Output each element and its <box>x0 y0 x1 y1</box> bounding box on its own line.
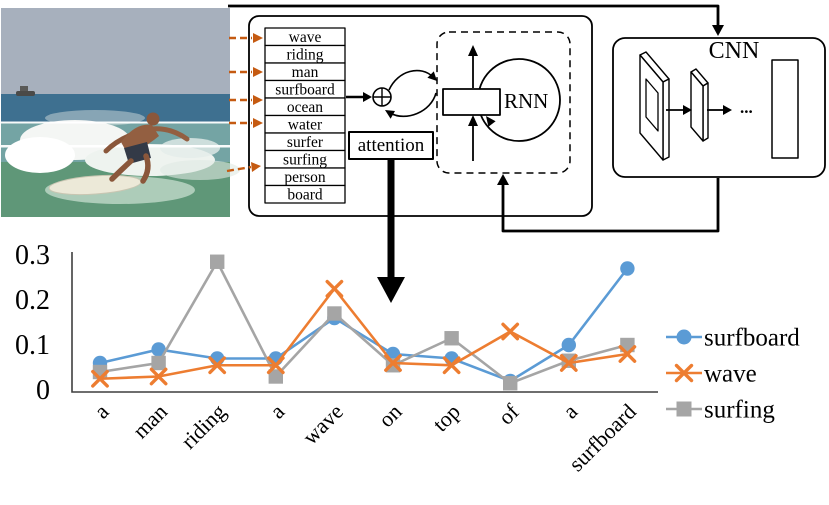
x-tick-label: a <box>558 399 583 424</box>
word-label: person <box>284 169 326 186</box>
cnn-label: CNN <box>709 38 760 64</box>
cnn-box <box>612 37 826 178</box>
attention-loop <box>385 69 437 119</box>
series-line <box>99 259 628 385</box>
attention-label: attention <box>358 135 425 156</box>
x-tick-label: wave <box>297 399 348 450</box>
photo-sky <box>1 8 230 94</box>
marker-x <box>384 354 402 372</box>
architecture-diagram: waveridingmansurfboardoceanwatersurfersu… <box>226 4 826 303</box>
surfer <box>48 112 190 196</box>
y-tick-label: 0.1 <box>15 330 50 361</box>
chart-legend: surfboard wave surfing <box>666 325 800 424</box>
cnn-to-rnn-arrowhead <box>497 174 509 185</box>
word-cell <box>264 184 346 204</box>
word-label: surfboard <box>275 81 335 98</box>
marker-x <box>501 322 520 341</box>
cnn-conv-layer-large <box>639 51 670 161</box>
legend-item-wave: wave <box>666 361 757 388</box>
marker-x <box>149 367 168 386</box>
marker-x <box>674 363 694 383</box>
x-tick-label: man <box>128 399 172 443</box>
marker-circle <box>676 329 692 345</box>
x-tick-label: a <box>89 399 114 424</box>
marker-x <box>559 354 578 372</box>
plus-circle-icon <box>372 87 392 107</box>
image-to-cnn-connector <box>228 4 720 27</box>
decoder-outer-box <box>248 15 593 217</box>
word-label: wave <box>289 29 322 46</box>
word-label: surfer <box>287 134 324 151</box>
y-tick-label: 0.3 <box>15 240 50 271</box>
y-axis-tick-labels: 0 0.1 0.2 0.3 <box>15 240 50 406</box>
legend-item-surfboard: surfboard <box>666 325 800 352</box>
marker-circle <box>561 337 576 353</box>
word-label: riding <box>286 46 323 63</box>
chart-series-layer <box>91 254 637 391</box>
marker-circle <box>620 261 635 276</box>
surfer-photo <box>1 8 240 217</box>
image-to-cnn-arrowhead <box>712 25 724 36</box>
word-label: man <box>292 64 319 81</box>
marker-x <box>208 356 227 375</box>
marker-x <box>618 345 637 363</box>
marker-x <box>442 356 461 375</box>
series-line <box>99 286 628 381</box>
photo-region-line-1 <box>1 121 230 124</box>
chart-axes <box>71 252 658 393</box>
word-label: water <box>288 116 323 133</box>
x-tick-label: a <box>265 399 290 424</box>
marker-square <box>268 369 283 384</box>
marker-x <box>325 279 344 298</box>
attribute-arrows <box>226 33 263 173</box>
attention-box <box>348 131 434 160</box>
x-tick-label: of <box>493 398 524 429</box>
photo-region-line-2 <box>1 145 230 148</box>
x-tick-label: top <box>428 399 466 437</box>
boat <box>16 86 35 96</box>
series-wave <box>91 279 637 388</box>
rnn-cell-box <box>442 88 501 116</box>
x-tick-label: riding <box>176 399 231 454</box>
cnn-to-rnn-connector <box>501 178 720 233</box>
word-label: board <box>287 186 323 203</box>
marker-square <box>503 376 518 391</box>
legend-label: wave <box>704 361 757 388</box>
word-label: surfing <box>283 151 327 168</box>
marker-x <box>91 369 109 388</box>
marker-x <box>266 356 285 375</box>
y-tick-label: 0.2 <box>15 285 50 316</box>
marker-square <box>444 331 459 346</box>
attention-to-chart-arrowhead <box>377 277 405 303</box>
rnn-loop-arrowhead <box>486 116 496 127</box>
attribute-arrow-surfing <box>226 165 252 173</box>
attention-chart: 00.10.20.3 a man riding a wave on top of asurfbo… <box>15 240 800 476</box>
marker-square <box>151 355 166 371</box>
marker-square <box>327 306 342 321</box>
words-to-plus-arrowhead <box>363 92 372 102</box>
y-tick-label: 0 <box>36 375 50 406</box>
series-line <box>99 267 629 383</box>
word-label: ocean <box>287 99 323 116</box>
rnn-label: RNN <box>504 89 548 113</box>
cnn-feature-vector <box>771 59 799 159</box>
attribute-word-list: waveridingmansurfboardoceanwatersurfersu… <box>264 27 346 204</box>
legend-label: surfboard <box>704 325 800 352</box>
series-surfing <box>92 254 635 391</box>
marker-square <box>676 401 692 417</box>
rnn-dashed-box <box>436 31 571 174</box>
rnn-unit: RNN <box>442 45 561 161</box>
marker-circle <box>151 342 166 357</box>
legend-item-surfing: surfing <box>666 397 775 424</box>
x-tick-label: on <box>373 399 406 432</box>
cnn-conv-layer-small <box>690 68 709 142</box>
legend-label: surfing <box>704 397 775 424</box>
cnn-ellipsis: ... <box>740 98 753 117</box>
marker-square <box>210 254 225 269</box>
cnn-module: CNN ... <box>612 37 826 178</box>
